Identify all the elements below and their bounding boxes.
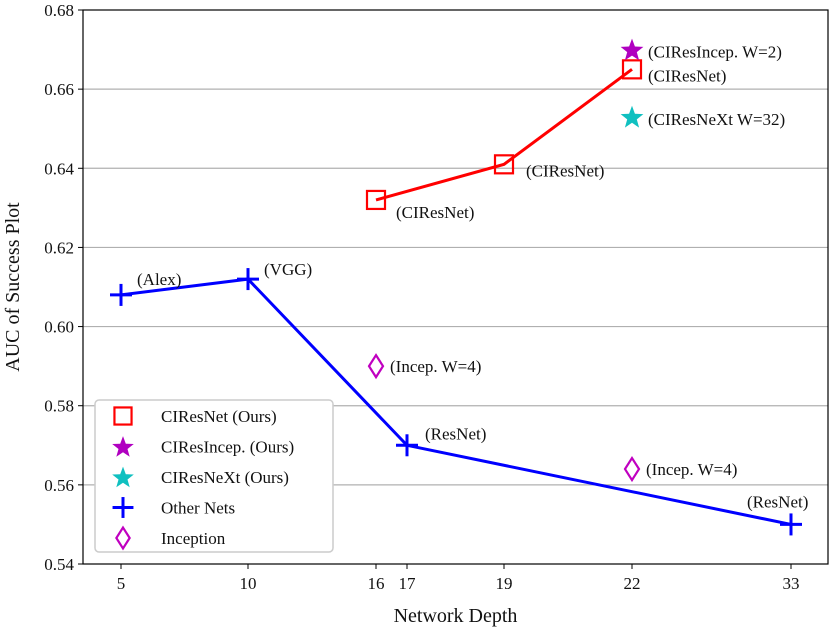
data-label: (VGG) xyxy=(264,260,312,279)
data-point xyxy=(621,59,643,80)
data-label: (Incep. W=4) xyxy=(390,357,481,376)
series-line xyxy=(120,277,792,526)
legend-marker xyxy=(112,466,134,488)
y-tick-label: 0.54 xyxy=(44,555,74,574)
x-tick-label: 17 xyxy=(399,574,417,593)
data-point xyxy=(620,105,644,128)
x-tick-label: 16 xyxy=(368,574,385,593)
x-tick-label: 22 xyxy=(624,574,641,593)
x-tick-label: 10 xyxy=(240,574,257,593)
data-point xyxy=(365,189,387,211)
data-point xyxy=(623,455,641,483)
y-tick-label: 0.66 xyxy=(44,80,74,99)
data-label: (CIResNet) xyxy=(526,161,604,180)
y-tick-label: 0.62 xyxy=(44,238,74,257)
legend-label: CIResNeXt (Ours) xyxy=(161,468,289,487)
legend-marker xyxy=(112,497,134,518)
legend-marker xyxy=(112,436,134,457)
y-tick-label: 0.68 xyxy=(44,1,74,20)
legend-label: Inception xyxy=(161,529,226,548)
legend-marker xyxy=(115,525,131,551)
plot-frame xyxy=(82,9,829,565)
legend-label: CIResIncep. (Ours) xyxy=(161,438,294,457)
x-tick-label: 33 xyxy=(783,574,800,593)
data-label: (CIResIncep. W=2) xyxy=(648,43,782,62)
legend-label: Other Nets xyxy=(161,499,235,518)
x-tick-label: 5 xyxy=(117,574,126,593)
x-axis-label: Network Depth xyxy=(394,605,518,627)
y-tick-label: 0.56 xyxy=(44,476,74,495)
legend xyxy=(94,399,334,553)
data-point xyxy=(396,434,418,457)
data-label: (ResNet) xyxy=(747,492,808,511)
y-tick-label: 0.58 xyxy=(44,397,74,416)
legend-marker xyxy=(113,406,133,426)
data-label: (CIResNet) xyxy=(648,66,726,85)
data-label: (Incep. W=4) xyxy=(646,460,737,479)
y-tick-label: 0.64 xyxy=(44,159,74,178)
legend-label: CIResNet (Ours) xyxy=(161,407,277,426)
data-point xyxy=(493,154,515,175)
data-point xyxy=(110,283,132,306)
data-point xyxy=(620,38,644,61)
data-label: (CIResNeXt W=32) xyxy=(648,110,785,129)
data-label: (Alex) xyxy=(137,270,181,289)
data-label: (CIResNet) xyxy=(396,203,474,222)
y-axis-label: AUC of Success Plot xyxy=(2,202,24,372)
x-tick-label: 19 xyxy=(496,574,513,593)
data-label: (ResNet) xyxy=(425,424,486,443)
data-point xyxy=(367,353,385,380)
data-point xyxy=(780,513,802,536)
y-tick-label: 0.60 xyxy=(44,318,74,337)
data-point xyxy=(237,268,259,291)
series-line xyxy=(375,68,633,202)
